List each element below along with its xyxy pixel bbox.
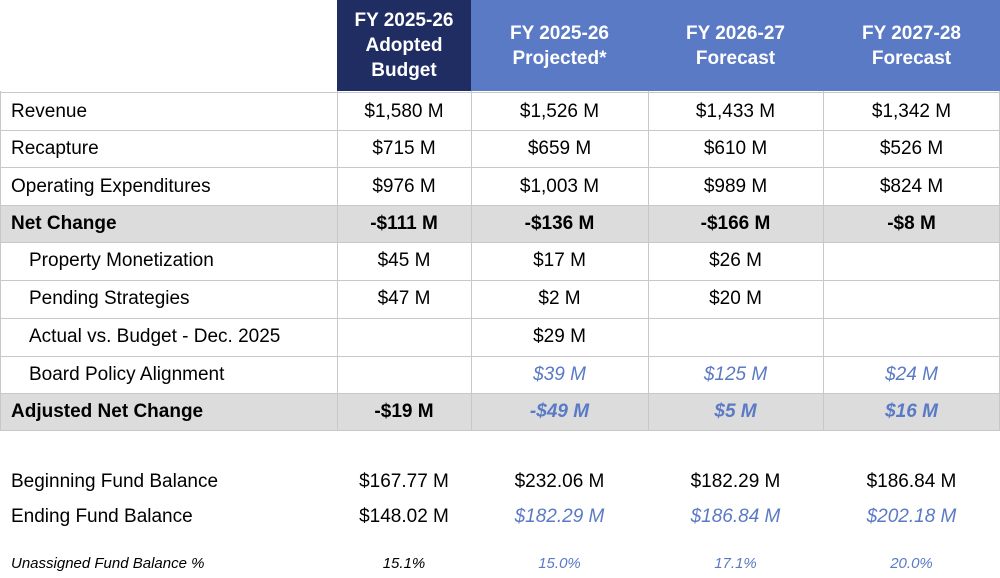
cell-projected: $2 M bbox=[538, 287, 581, 309]
row-label: Revenue bbox=[11, 100, 88, 122]
cell-forecast-2026: $20 M bbox=[709, 287, 762, 309]
row-label: Beginning Fund Balance bbox=[11, 471, 219, 492]
table-row-operating-expenditures: Operating Expenditures $976 M $1,003 M $… bbox=[0, 168, 1000, 205]
table-row-revenue: Revenue $1,580 M $1,526 M $1,433 M $1,34… bbox=[0, 93, 1000, 130]
cell-forecast-2026: $125 M bbox=[703, 363, 768, 385]
grid-line bbox=[0, 356, 1000, 357]
table-row-recapture: Recapture $715 M $659 M $610 M $526 M bbox=[0, 130, 1000, 167]
grid-line bbox=[471, 91, 472, 431]
grid-line bbox=[0, 167, 1000, 168]
grid-line bbox=[0, 92, 1000, 93]
header-forecast-2027: FY 2027-28 Forecast bbox=[823, 0, 1000, 91]
cell-forecast-2027 bbox=[823, 242, 1000, 279]
header-adopted-budget: FY 2025-26 Adopted Budget bbox=[337, 0, 471, 91]
cell-forecast-2027 bbox=[823, 280, 1000, 317]
cell-forecast-2026: $1,433 M bbox=[695, 100, 776, 122]
cell-forecast-2027 bbox=[823, 318, 1000, 355]
cell-forecast-2027: $202.18 M bbox=[866, 506, 957, 527]
cell-adopted: $47 M bbox=[377, 287, 431, 309]
table-row-board-policy-alignment: Board Policy Alignment $39 M $125 M $24 … bbox=[0, 356, 1000, 393]
cell-forecast-2026: $182.29 M bbox=[690, 471, 781, 492]
table-row-adjusted-net-change: Adjusted Net Change -$19 M -$49 M $5 M $… bbox=[0, 393, 1000, 430]
cell-forecast-2027: $16 M bbox=[885, 400, 938, 422]
row-label: Recapture bbox=[11, 137, 99, 159]
cell-forecast-2027: $24 M bbox=[885, 363, 938, 385]
grid-line bbox=[0, 130, 1000, 131]
cell-projected: $17 M bbox=[533, 249, 586, 271]
cell-forecast-2026: -$166 M bbox=[700, 212, 771, 234]
row-label: Board Policy Alignment bbox=[29, 363, 225, 385]
row-label: Net Change bbox=[11, 212, 117, 234]
cell-forecast-2027: $1,342 M bbox=[871, 100, 952, 122]
cell-forecast-2027: 20.0% bbox=[890, 554, 933, 572]
cell-projected: $29 M bbox=[533, 325, 586, 347]
cell-adopted: $45 M bbox=[377, 249, 431, 271]
cell-adopted: $1,580 M bbox=[364, 100, 444, 122]
table-row-pending-strategies: Pending Strategies $47 M $2 M $20 M bbox=[0, 280, 1000, 317]
cell-forecast-2027: $824 M bbox=[879, 175, 944, 197]
row-label: Adjusted Net Change bbox=[11, 400, 204, 422]
grid-line bbox=[0, 430, 1000, 431]
table-row-property-monetization: Property Monetization $45 M $17 M $26 M bbox=[0, 242, 1000, 279]
grid-line bbox=[0, 280, 1000, 281]
cell-adopted bbox=[337, 318, 471, 355]
row-label: Unassigned Fund Balance % bbox=[11, 554, 205, 572]
cell-forecast-2027: $186.84 M bbox=[866, 471, 957, 492]
cell-projected: -$49 M bbox=[529, 400, 590, 422]
row-label: Actual vs. Budget - Dec. 2025 bbox=[29, 325, 281, 347]
grid-line bbox=[337, 91, 338, 431]
grid-line bbox=[0, 242, 1000, 243]
row-label: Operating Expenditures bbox=[11, 175, 211, 197]
cell-projected: $39 M bbox=[533, 363, 586, 385]
cell-forecast-2026: $610 M bbox=[703, 137, 768, 159]
cell-adopted: -$19 M bbox=[374, 400, 434, 422]
cell-projected: $182.29 M bbox=[514, 506, 605, 527]
cell-projected: $1,526 M bbox=[519, 100, 600, 122]
grid-line bbox=[0, 393, 1000, 394]
cell-adopted: $148.02 M bbox=[359, 506, 449, 527]
summary-row-beginning-balance: Beginning Fund Balance $167.77 M $232.06… bbox=[0, 465, 1000, 499]
cell-projected: $232.06 M bbox=[514, 471, 605, 492]
cell-adopted bbox=[337, 356, 471, 393]
cell-projected: $1,003 M bbox=[519, 175, 600, 197]
table-row-net-change: Net Change -$111 M -$136 M -$166 M -$8 M bbox=[0, 205, 1000, 242]
cell-adopted: $976 M bbox=[372, 175, 436, 197]
header-projected: FY 2025-26 Projected* bbox=[471, 0, 648, 91]
footer-row-unassigned-fund-balance: Unassigned Fund Balance % 15.1% 15.0% 17… bbox=[0, 548, 1000, 578]
grid-line bbox=[648, 91, 649, 431]
cell-forecast-2026: $186.84 M bbox=[690, 506, 781, 527]
grid-line bbox=[0, 318, 1000, 319]
cell-adopted: 15.1% bbox=[382, 554, 426, 572]
cell-forecast-2026: $5 M bbox=[714, 400, 757, 422]
grid-line bbox=[0, 91, 1, 431]
table-row-actual-vs-budget: Actual vs. Budget - Dec. 2025 $29 M bbox=[0, 318, 1000, 355]
cell-adopted: $715 M bbox=[372, 137, 436, 159]
cell-forecast-2026 bbox=[648, 318, 823, 355]
cell-forecast-2026: 17.1% bbox=[714, 554, 757, 572]
row-label: Ending Fund Balance bbox=[11, 506, 193, 527]
row-label: Pending Strategies bbox=[29, 287, 190, 309]
cell-forecast-2026: $989 M bbox=[703, 175, 768, 197]
grid-line bbox=[823, 91, 824, 431]
cell-projected: -$136 M bbox=[524, 212, 595, 234]
cell-projected: 15.0% bbox=[538, 554, 581, 572]
cell-adopted: -$111 M bbox=[370, 212, 438, 234]
cell-forecast-2026: $26 M bbox=[709, 249, 762, 271]
cell-forecast-2027: -$8 M bbox=[887, 212, 936, 234]
grid-line bbox=[0, 205, 1000, 206]
row-label: Property Monetization bbox=[29, 249, 214, 271]
summary-row-ending-balance: Ending Fund Balance $148.02 M $182.29 M … bbox=[0, 500, 1000, 534]
cell-projected: $659 M bbox=[527, 137, 592, 159]
cell-forecast-2027: $526 M bbox=[879, 137, 944, 159]
header-forecast-2026: FY 2026-27 Forecast bbox=[648, 0, 823, 91]
cell-adopted: $167.77 M bbox=[359, 471, 449, 492]
